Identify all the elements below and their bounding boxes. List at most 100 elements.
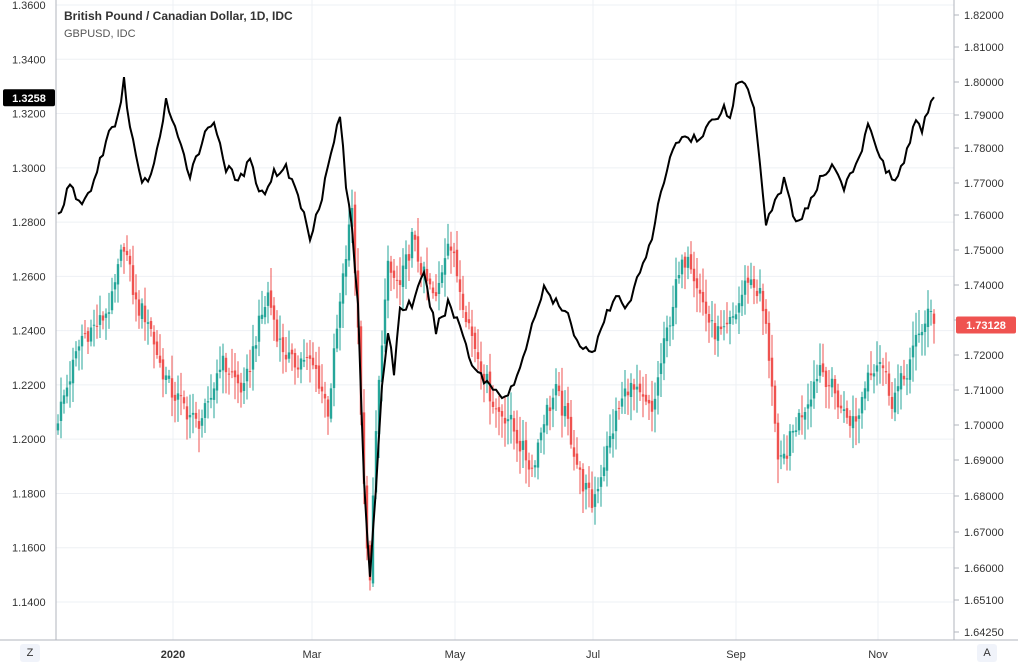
candle-body (593, 494, 597, 507)
candle-body (236, 374, 240, 384)
candle-body (197, 421, 201, 429)
candle-body (392, 270, 396, 278)
candle-body (803, 412, 807, 420)
candle-body (308, 355, 312, 359)
candle-body (449, 246, 453, 251)
left-axis-panel (0, 0, 56, 640)
chart-title: British Pound / Canadian Dollar, 1D, IDC (64, 9, 293, 23)
x-tick-label: Mar (303, 649, 322, 661)
candle-body (512, 418, 516, 432)
candle-body (725, 322, 729, 325)
right-tick-label: 1.76000 (964, 210, 1004, 222)
candle-body (431, 287, 435, 294)
candle-body (362, 412, 366, 484)
candle-body (707, 314, 711, 323)
candle-body (728, 316, 732, 324)
candle-body (440, 272, 444, 284)
candle-body (377, 379, 381, 435)
candle-body (653, 398, 657, 410)
left-tick-label: 1.2800 (12, 217, 46, 229)
candle-body (134, 292, 138, 300)
candle-body (77, 346, 81, 351)
candle-body (881, 365, 885, 369)
candle-body (857, 415, 861, 419)
x-tick-label: Jul (586, 649, 600, 661)
right-tick-label: 1.67000 (964, 527, 1004, 539)
candle-body (314, 364, 318, 369)
candle-body (776, 422, 780, 460)
candle-body (626, 391, 630, 396)
candle-body (914, 334, 918, 347)
candle-body (764, 308, 768, 324)
candle-body (260, 314, 264, 319)
candle-body (929, 311, 933, 313)
x-tick-label: 2020 (161, 649, 185, 661)
candle-body (275, 319, 279, 342)
candle-body (557, 385, 561, 392)
candle-body (209, 397, 213, 400)
candle-body (785, 455, 789, 459)
left-tick-label: 1.2000 (12, 434, 46, 446)
candle-body (710, 320, 714, 322)
candle-body (419, 263, 423, 275)
candle-body (761, 290, 765, 312)
candle-body (506, 419, 510, 422)
candle-body (689, 254, 693, 270)
candle-body (467, 319, 471, 324)
right-tick-label: 1.82000 (964, 10, 1004, 22)
right-tick-label: 1.80000 (964, 77, 1004, 89)
candle-body (251, 346, 255, 370)
right-price-badge: 1.73128 (956, 316, 1016, 334)
candle-body (650, 400, 654, 412)
candle-body (743, 280, 747, 295)
left-tick-label: 1.2200 (12, 380, 46, 392)
candle-body (842, 409, 846, 411)
candle-body (239, 382, 243, 393)
candle-body (722, 326, 726, 328)
candle-body (797, 412, 801, 431)
candle-body (656, 377, 660, 396)
left-price-badge-text: 1.3258 (12, 93, 46, 105)
candle-body (272, 305, 276, 320)
candle-body (737, 303, 741, 313)
time-axis-panel (0, 640, 1018, 667)
candle-body (458, 279, 462, 292)
auto-scale-left-button[interactable]: Z (20, 644, 40, 662)
right-axis-ticks: 1.82000 1.81000 1.80000 1.79000 1.78000 1.770… (954, 10, 1004, 639)
candle-body (872, 373, 876, 377)
candle-body (551, 397, 555, 410)
candle-body (173, 394, 177, 401)
candle-body (317, 365, 321, 389)
candle-body (905, 378, 909, 380)
candle-body (353, 204, 357, 274)
candle-body (233, 370, 237, 378)
candle-body (848, 415, 852, 426)
candle-body (446, 243, 450, 256)
candle-body (578, 467, 582, 470)
candle-body (203, 403, 207, 418)
candle-body (125, 250, 129, 256)
candle-body (281, 337, 285, 353)
candle-body (566, 403, 570, 419)
right-tick-label: 1.75000 (964, 245, 1004, 257)
candle-body (191, 412, 195, 415)
candle-body (101, 315, 105, 321)
candle-body (380, 345, 384, 383)
candle-body (404, 254, 408, 270)
candle-body (698, 289, 702, 294)
x-tick-label: Nov (868, 649, 888, 661)
candle-body (917, 333, 921, 336)
candle-body (716, 326, 720, 341)
candle-body (116, 264, 120, 285)
candle-body (554, 384, 558, 396)
candle-body (188, 415, 192, 418)
candle-body (635, 386, 639, 390)
auto-scale-right-button[interactable]: A (977, 644, 997, 662)
right-tick-label: 1.70000 (964, 420, 1004, 432)
candle-body (278, 338, 282, 340)
candle-body (137, 299, 141, 316)
candle-body (383, 299, 387, 344)
candle-body (671, 306, 675, 327)
candle-body (548, 407, 552, 412)
